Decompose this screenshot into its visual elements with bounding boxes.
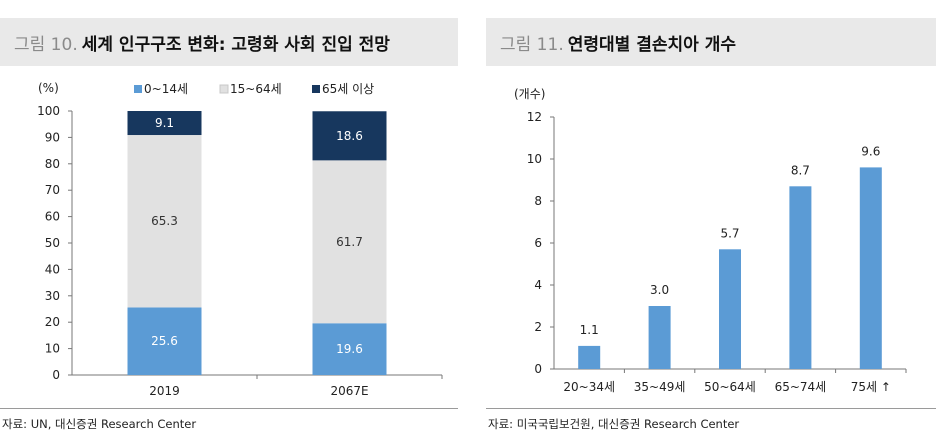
bar <box>789 186 812 369</box>
y-tick-label: 100 <box>37 104 60 118</box>
y-tick-label: 12 <box>527 110 542 124</box>
bar <box>719 249 741 369</box>
figure-label: 그림 11. <box>500 34 564 55</box>
data-label: 65.3 <box>151 214 178 228</box>
legend-swatch <box>134 85 142 93</box>
bar-segment <box>312 111 387 161</box>
panel-missing-teeth: 그림 11. 연령대별 결손치아 개수 (개수) 0 2 4 6 8 10 12 1.1 20~… <box>486 0 936 436</box>
x-tick-label: 2019 <box>149 384 180 398</box>
y-tick-label: 0 <box>52 368 60 382</box>
y-tick-label: 70 <box>45 183 60 197</box>
data-label: 19.6 <box>336 342 363 356</box>
y-tick-label: 0 <box>534 362 542 376</box>
bar <box>859 167 882 369</box>
legend-label: 65세 이상 <box>322 82 374 96</box>
y-tick-label: 10 <box>45 342 60 356</box>
bar <box>578 345 601 369</box>
y-tick-label: 50 <box>45 236 60 250</box>
panel-population-structure: 그림 10. 세계 인구구조 변화: 고령화 사회 진입 전망 (%) 0~14… <box>0 0 458 436</box>
y-tick-label: 8 <box>534 194 542 208</box>
data-label: 25.6 <box>151 334 178 348</box>
figure-title: 세계 인구구조 변화: 고령화 사회 진입 전망 <box>81 34 390 55</box>
y-tick-label: 2 <box>534 320 542 334</box>
y-tick-label: 80 <box>45 157 60 171</box>
x-tick-label: 20~34세 <box>563 380 615 394</box>
bar-segment <box>127 307 202 375</box>
source-text: 자료: UN, 대신증권 Research Center <box>2 417 197 431</box>
data-label: 1.1 <box>580 323 599 337</box>
legend-swatch <box>312 85 320 93</box>
x-tick-label: 35~49세 <box>634 380 686 394</box>
figure-header: 그림 10. 세계 인구구조 변화: 고령화 사회 진입 전망 <box>0 18 458 66</box>
data-label: 61.7 <box>336 235 363 249</box>
y-unit-label: (%) <box>38 81 59 95</box>
bar <box>648 306 671 369</box>
x-tick-label: 75세 ↑ <box>851 380 891 394</box>
legend-label: 0~14세 <box>144 82 188 96</box>
bar-segment <box>312 160 387 324</box>
figure-title: 연령대별 결손치아 개수 <box>567 34 736 55</box>
y-tick-label: 20 <box>45 315 60 329</box>
y-tick-label: 4 <box>534 278 542 292</box>
legend-label: 15~64세 <box>230 82 282 96</box>
figure-label: 그림 10. <box>14 34 78 55</box>
x-tick-label: 2067E <box>330 384 368 398</box>
data-label: 9.1 <box>155 116 174 130</box>
data-label: 9.6 <box>861 144 880 158</box>
y-tick-label: 30 <box>45 289 60 303</box>
data-label: 3.0 <box>650 283 669 297</box>
legend-swatch <box>219 84 229 94</box>
y-tick-label: 60 <box>45 210 60 224</box>
bar-segment <box>312 323 387 375</box>
data-label: 8.7 <box>791 163 810 177</box>
stacked-bar-chart: (%) 0~14세 15~64세 65세 이상 0 10 20 30 40 50 60 70 80 90… <box>37 81 443 398</box>
y-unit-label: (개수) <box>514 87 545 101</box>
bar-segment <box>127 135 202 308</box>
y-tick-label: 10 <box>527 152 542 166</box>
x-tick-label: 50~64세 <box>704 380 756 394</box>
source-text: 자료: 미국국립보건원, 대신증권 Research Center <box>488 417 740 431</box>
x-tick-label: 65~74세 <box>775 380 827 394</box>
y-tick-label: 40 <box>45 262 60 276</box>
figure-header: 그림 11. 연령대별 결손치아 개수 <box>486 18 936 66</box>
data-label: 18.6 <box>336 129 363 143</box>
y-tick-label: 6 <box>534 236 542 250</box>
source-note: 자료: UN, 대신증권 Research Center <box>0 408 458 432</box>
data-label: 5.7 <box>720 226 739 240</box>
y-tick-label: 90 <box>45 130 60 144</box>
source-note: 자료: 미국국립보건원, 대신증권 Research Center <box>486 408 936 432</box>
bar-chart: (개수) 0 2 4 6 8 10 12 1.1 20~34세 3.0 35~49세 5.7 50~64… <box>514 87 907 394</box>
bar-segment <box>127 111 202 136</box>
